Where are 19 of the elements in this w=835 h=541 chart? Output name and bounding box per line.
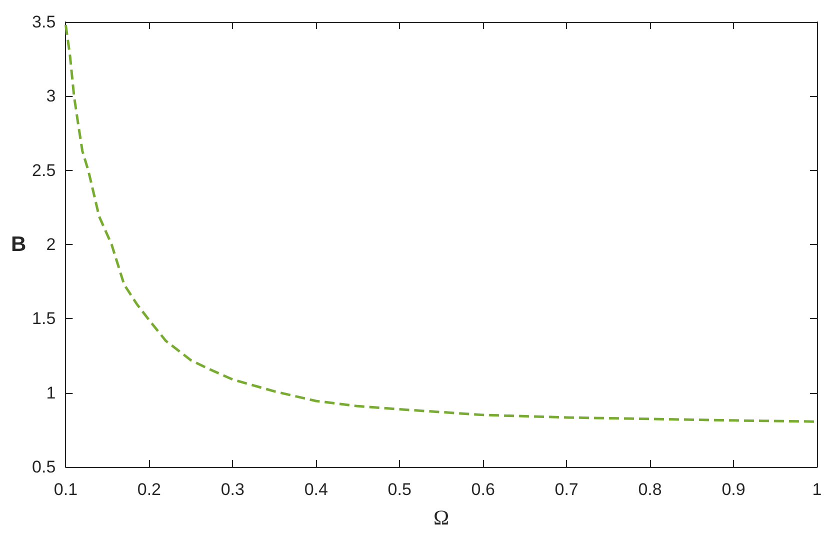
x-tick-label: 0.2	[137, 480, 161, 499]
x-tick-label: 0.8	[638, 480, 662, 499]
y-tick-label: 3	[46, 86, 56, 106]
x-tick-label: 1	[812, 480, 822, 499]
y-tick-label: 2	[46, 235, 56, 254]
x-axis-title: Ω	[434, 506, 450, 530]
y-tick-label: 3.5	[32, 12, 56, 32]
x-tick-label: 0.1	[54, 480, 78, 499]
x-tick-label: 0.3	[220, 480, 244, 499]
y-tick-label: 1.5	[32, 309, 56, 328]
y-tick-label: 0.5	[32, 458, 56, 476]
x-tick-label: 0.9	[722, 480, 746, 499]
x-tick-label: 0.5	[388, 480, 412, 499]
x-tick-label: 0.6	[471, 480, 495, 499]
x-tick-label: 0.7	[554, 480, 578, 499]
x-tick-label: 0.4	[304, 480, 328, 499]
y-tick-label: 1	[46, 383, 56, 402]
y-tick-label: 2.5	[32, 160, 56, 180]
y-axis-title: B	[10, 233, 26, 256]
